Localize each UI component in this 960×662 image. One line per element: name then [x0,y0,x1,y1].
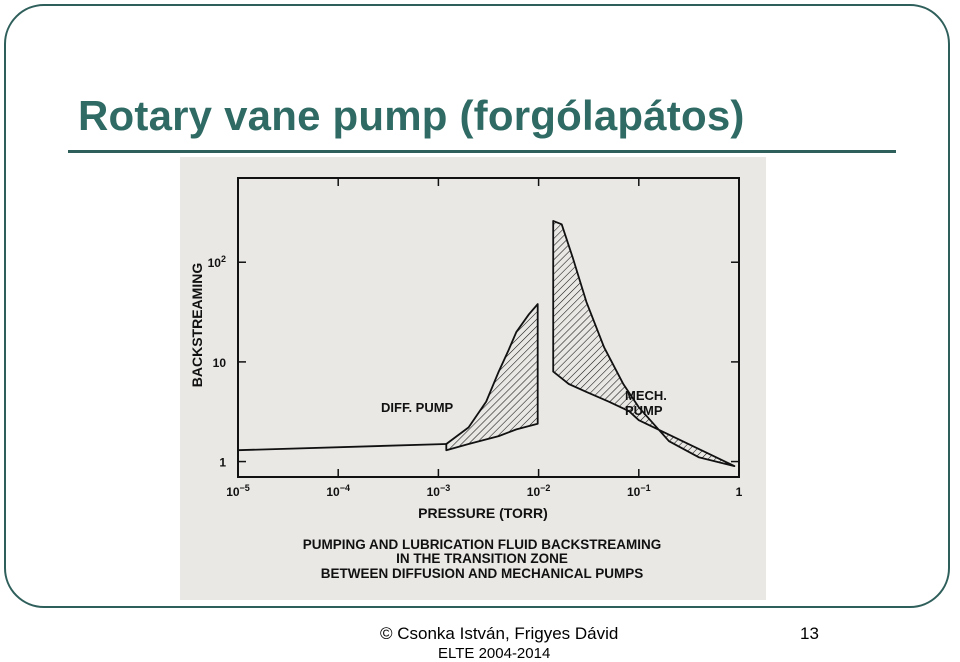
slide-title: Rotary vane pump (forgólapátos) [78,92,745,139]
plot-frame [237,177,740,478]
x-tick-label-2: 10−3 [427,483,451,499]
scanned-figure [180,157,766,600]
slide-frame [4,4,950,608]
y-tick-label-1: 10 [213,356,227,370]
x-axis-label: PRESSURE (TORR) [418,505,548,521]
x-tick-label-5: 1 [736,485,743,499]
title-underline [68,150,896,153]
footer-years: ELTE 2004-2014 [438,645,551,662]
caption-line-3: BETWEEN DIFFUSION AND MECHANICAL PUMPS [321,566,644,581]
x-tick-label-3: 10−2 [527,483,551,499]
page-number: 13 [800,624,819,643]
area-diff-pump [445,303,539,452]
y-tick-label-2: 102 [208,254,226,270]
x-tick-label-4: 10−1 [627,483,651,499]
line-baseline [237,443,447,452]
x-tick-label-1: 10−4 [326,483,350,499]
caption-line-2: IN THE TRANSITION ZONE [396,551,568,566]
series-label-mech-pump-line1: MECH. [625,388,667,403]
footer-author: © Csonka István, Frigyes Dávid [380,624,619,643]
area-mech-pump [552,220,736,467]
series-label-diff-pump: DIFF. PUMP [381,400,454,415]
y-tick-label-0: 1 [219,456,226,470]
x-tick-label-0: 10−5 [226,483,250,499]
y-axis-label: BACKSTREAMING [189,263,205,388]
caption-line-1: PUMPING AND LUBRICATION FLUID BACKSTREAM… [303,537,661,552]
series-label-mech-pump-line2: PUMP [625,403,663,418]
